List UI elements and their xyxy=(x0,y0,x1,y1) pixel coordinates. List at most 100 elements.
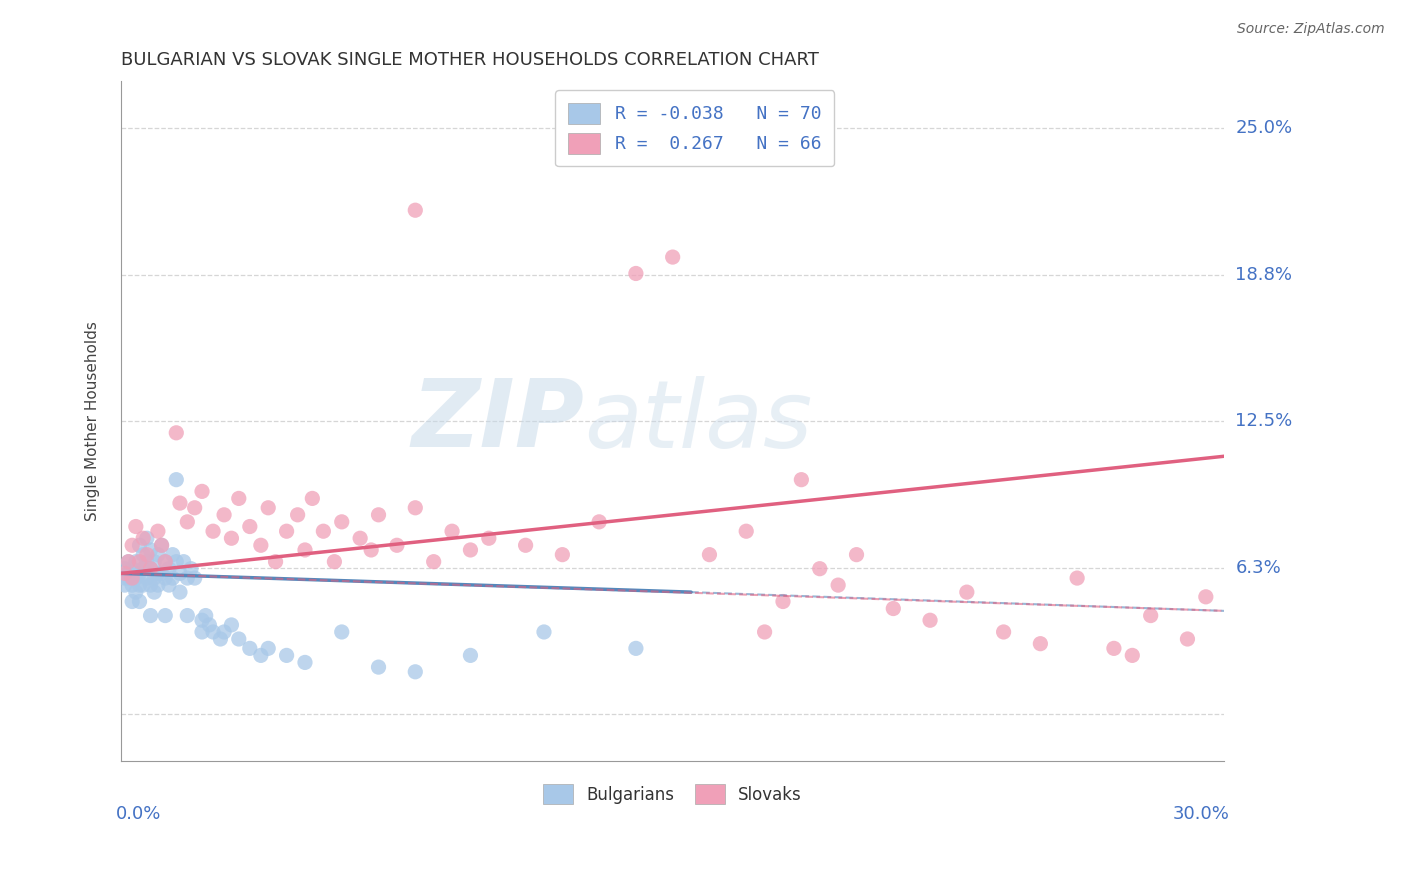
Point xyxy=(257,500,280,515)
Point xyxy=(202,524,225,539)
Point xyxy=(165,555,187,569)
Point xyxy=(125,571,148,585)
Point xyxy=(404,665,426,679)
Point xyxy=(441,524,464,539)
Point xyxy=(176,515,198,529)
Point xyxy=(754,624,776,639)
Text: 18.8%: 18.8% xyxy=(1236,266,1292,284)
Point xyxy=(257,641,280,656)
Point xyxy=(135,571,157,585)
Point xyxy=(294,656,316,670)
Point xyxy=(588,515,610,529)
Point xyxy=(128,538,150,552)
Point xyxy=(367,660,389,674)
Point xyxy=(117,555,139,569)
Point xyxy=(183,500,205,515)
Point xyxy=(139,562,162,576)
Point xyxy=(176,608,198,623)
Point xyxy=(155,571,177,585)
Point xyxy=(790,473,813,487)
Point xyxy=(176,571,198,585)
Point xyxy=(360,543,382,558)
Point xyxy=(551,548,574,562)
Point xyxy=(128,594,150,608)
Point xyxy=(533,624,555,639)
Point xyxy=(143,585,166,599)
Point xyxy=(169,566,191,581)
Point xyxy=(422,555,444,569)
Point xyxy=(330,515,353,529)
Point xyxy=(121,562,143,576)
Text: 12.5%: 12.5% xyxy=(1236,412,1292,430)
Point xyxy=(162,571,184,585)
Point xyxy=(1066,571,1088,585)
Point xyxy=(301,491,323,506)
Point xyxy=(117,571,139,585)
Point xyxy=(114,571,136,585)
Point xyxy=(155,555,177,569)
Point xyxy=(173,555,195,569)
Point xyxy=(264,555,287,569)
Point xyxy=(146,578,169,592)
Point xyxy=(228,491,250,506)
Point xyxy=(624,267,647,281)
Point xyxy=(202,624,225,639)
Point xyxy=(460,543,482,558)
Point xyxy=(191,484,214,499)
Point xyxy=(150,538,173,552)
Point xyxy=(1177,632,1199,646)
Point xyxy=(212,624,235,639)
Point xyxy=(209,632,232,646)
Text: atlas: atlas xyxy=(585,376,813,467)
Point xyxy=(460,648,482,663)
Text: Source: ZipAtlas.com: Source: ZipAtlas.com xyxy=(1237,22,1385,37)
Point xyxy=(114,566,136,581)
Point xyxy=(1195,590,1218,604)
Point xyxy=(312,524,335,539)
Point xyxy=(191,613,214,627)
Point xyxy=(162,548,184,562)
Point xyxy=(294,543,316,558)
Point xyxy=(121,594,143,608)
Point xyxy=(121,578,143,592)
Point xyxy=(276,648,298,663)
Point xyxy=(117,555,139,569)
Point xyxy=(139,608,162,623)
Point xyxy=(191,624,214,639)
Point xyxy=(918,613,941,627)
Point xyxy=(143,571,166,585)
Point xyxy=(114,578,136,592)
Point xyxy=(1102,641,1125,656)
Point xyxy=(155,608,177,623)
Point xyxy=(323,555,346,569)
Point xyxy=(180,562,202,576)
Point xyxy=(139,578,162,592)
Point xyxy=(221,531,243,545)
Point xyxy=(250,648,273,663)
Point xyxy=(128,578,150,592)
Point xyxy=(276,524,298,539)
Text: 0.0%: 0.0% xyxy=(115,805,162,823)
Point xyxy=(169,585,191,599)
Point xyxy=(157,578,180,592)
Text: 30.0%: 30.0% xyxy=(1173,805,1230,823)
Point xyxy=(128,566,150,581)
Point xyxy=(882,601,904,615)
Point xyxy=(169,496,191,510)
Text: ZIP: ZIP xyxy=(412,376,585,467)
Legend: Bulgarians, Slovaks: Bulgarians, Slovaks xyxy=(537,778,808,810)
Point xyxy=(135,548,157,562)
Point xyxy=(1029,637,1052,651)
Point xyxy=(845,548,868,562)
Point xyxy=(135,555,157,569)
Text: 6.3%: 6.3% xyxy=(1236,558,1281,576)
Point xyxy=(827,578,849,592)
Point xyxy=(157,562,180,576)
Point xyxy=(150,538,173,552)
Point xyxy=(146,548,169,562)
Point xyxy=(239,519,262,533)
Point xyxy=(287,508,309,522)
Point xyxy=(515,538,537,552)
Point xyxy=(367,508,389,522)
Point xyxy=(330,624,353,639)
